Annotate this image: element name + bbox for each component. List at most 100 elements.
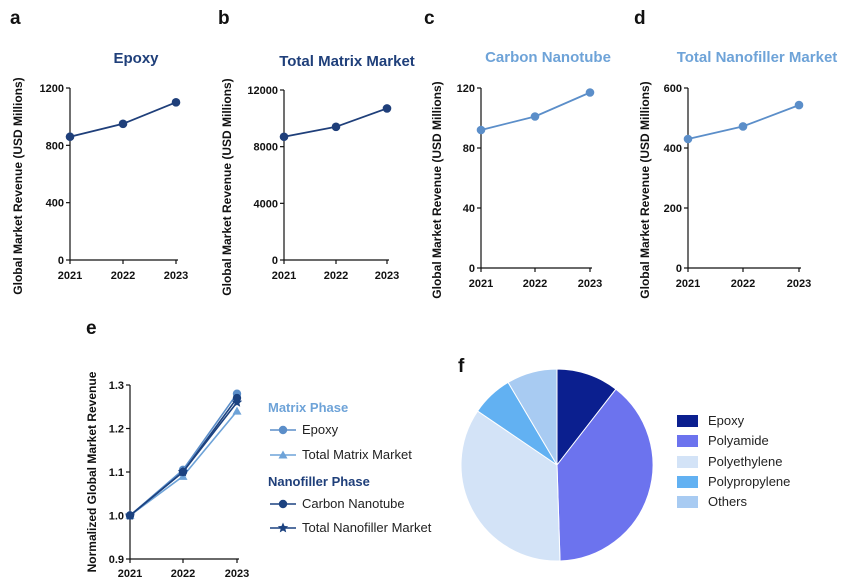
panel-letter-c: c [424,8,435,29]
x-tick-label: 2022 [731,278,755,290]
y-tick-label: 1.1 [109,467,124,479]
data-point [683,134,693,144]
y-tick-label: 400 [46,198,64,210]
series-line-total-matrix-market [129,410,238,517]
y-tick-label: 400 [664,143,682,155]
legend-swatch [677,435,698,447]
x-tick-label: 2023 [787,278,811,290]
x-tick-label: 2022 [111,270,135,282]
series-line [69,101,177,138]
chart-title: Carbon Nanotube [485,49,611,66]
x-tick-label: 2023 [578,278,602,290]
legend-marker [278,425,288,435]
data-point [279,132,289,142]
series-line-epoxy [129,393,238,517]
legend-marker [278,499,288,509]
panel-c: c Carbon Nanotube 0 40 80 120 2021 2022 2023 Glob… [424,8,611,299]
y-tick-label: 1.2 [109,424,124,436]
x-tick-label: 2023 [375,270,399,282]
data-point [331,122,341,132]
y-tick-label: 1200 [40,83,64,95]
x-tick-label: 2022 [171,568,195,580]
x-tick-label: 2022 [523,278,547,290]
y-axis-label: Global Market Revenue (USD Millions) [638,81,652,298]
data-point [171,98,181,107]
y-tick-label: 80 [463,143,475,155]
data-point [118,119,128,129]
legend-label: Epoxy [708,413,745,428]
data-point [177,466,189,477]
data-point [382,104,392,113]
data-point [794,100,804,110]
y-tick-label: 4000 [254,198,278,210]
data-point [476,125,486,135]
panel-letter-e: e [86,318,97,339]
legend-label: Epoxy [302,422,339,437]
legend-label: Polyethylene [708,454,782,469]
panel-letter-d: d [634,8,646,29]
y-tick-label: 8000 [254,142,278,154]
legend-group-title: Matrix Phase [268,400,348,415]
pie-slice-others [507,368,558,467]
y-tick-label: 40 [463,203,475,215]
x-tick-label: 2021 [118,568,142,580]
panel-letter-b: b [218,8,230,29]
y-axis-label: Global Market Revenue (USD Millions) [430,81,444,298]
panel-b: b Total Matrix Market 0 4000 8000 12000 2021 20… [218,8,415,296]
x-tick-label: 2021 [58,270,82,282]
x-tick-label: 2021 [469,278,493,290]
legend-swatch [677,456,698,468]
y-axis-label: Global Market Revenue (USD Millions) [11,77,25,294]
panel-letter-a: a [10,8,21,29]
data-point [738,122,748,131]
legend-marker [277,522,289,533]
data-point [530,112,540,121]
y-axis-label: Global Market Revenue (USD Millions) [220,78,234,295]
y-tick-label: 1.3 [109,380,124,392]
legend-swatch [677,415,698,427]
legend-label: Carbon Nanotube [302,496,405,511]
y-tick-label: 200 [664,203,682,215]
legend-label: Total Nanofiller Market [302,520,432,535]
panel-d: d Total Nanofiller Market 0 200 400 600 2021 20… [634,8,837,299]
legend: Epoxy Polyamide Polyethylene Polypropylene O… [677,413,790,509]
y-tick-label: 600 [664,83,682,95]
x-tick-label: 2023 [225,568,249,580]
legend-label: Polypropylene [708,474,790,489]
legend-label: Polyamide [708,433,769,448]
panel-f: f Epoxy Polyamide Polyethylene Polypropylene… [458,356,790,562]
legend: Matrix Phase Nanofiller Phase Epoxy Total M… [268,400,432,535]
y-axis-label: Normalized Global Market Revenue [85,371,99,572]
pie-slice-polyethylene [460,410,561,562]
y-tick-label: 1.0 [109,511,124,523]
x-tick-label: 2023 [164,270,188,282]
legend-marker [278,450,288,459]
data-point [231,396,243,407]
legend-swatch [677,496,698,508]
chart-title: Epoxy [113,50,159,67]
legend-label: Total Matrix Market [302,447,412,462]
panel-a: a Epoxy 0 400 800 1200 2021 2022 2023 Global Mark… [10,8,188,295]
data-point [585,88,595,97]
panel-letter-f: f [458,356,465,377]
y-tick-label: 0 [272,255,278,267]
data-point [65,132,75,142]
data-point [232,406,242,415]
y-tick-label: 0.9 [109,554,124,566]
x-tick-label: 2021 [272,270,296,282]
pie-slice-polyamide [556,388,654,562]
y-tick-label: 0 [58,255,64,267]
y-tick-label: 0 [676,263,682,275]
y-tick-label: 120 [457,83,475,95]
chart-title: Total Matrix Market [279,53,415,70]
legend-label: Others [708,494,748,509]
data-point [124,510,136,520]
panel-e: e 0.9 1.0 1.1 1.2 1.3 2021 2022 2023 Normalized G… [85,318,432,580]
series-line [480,91,591,131]
legend-group-title: Nanofiller Phase [268,474,370,489]
x-tick-label: 2022 [324,270,348,282]
series-line [687,104,800,140]
x-tick-label: 2021 [676,278,700,290]
chart-title: Total Nanofiller Market [677,49,838,66]
